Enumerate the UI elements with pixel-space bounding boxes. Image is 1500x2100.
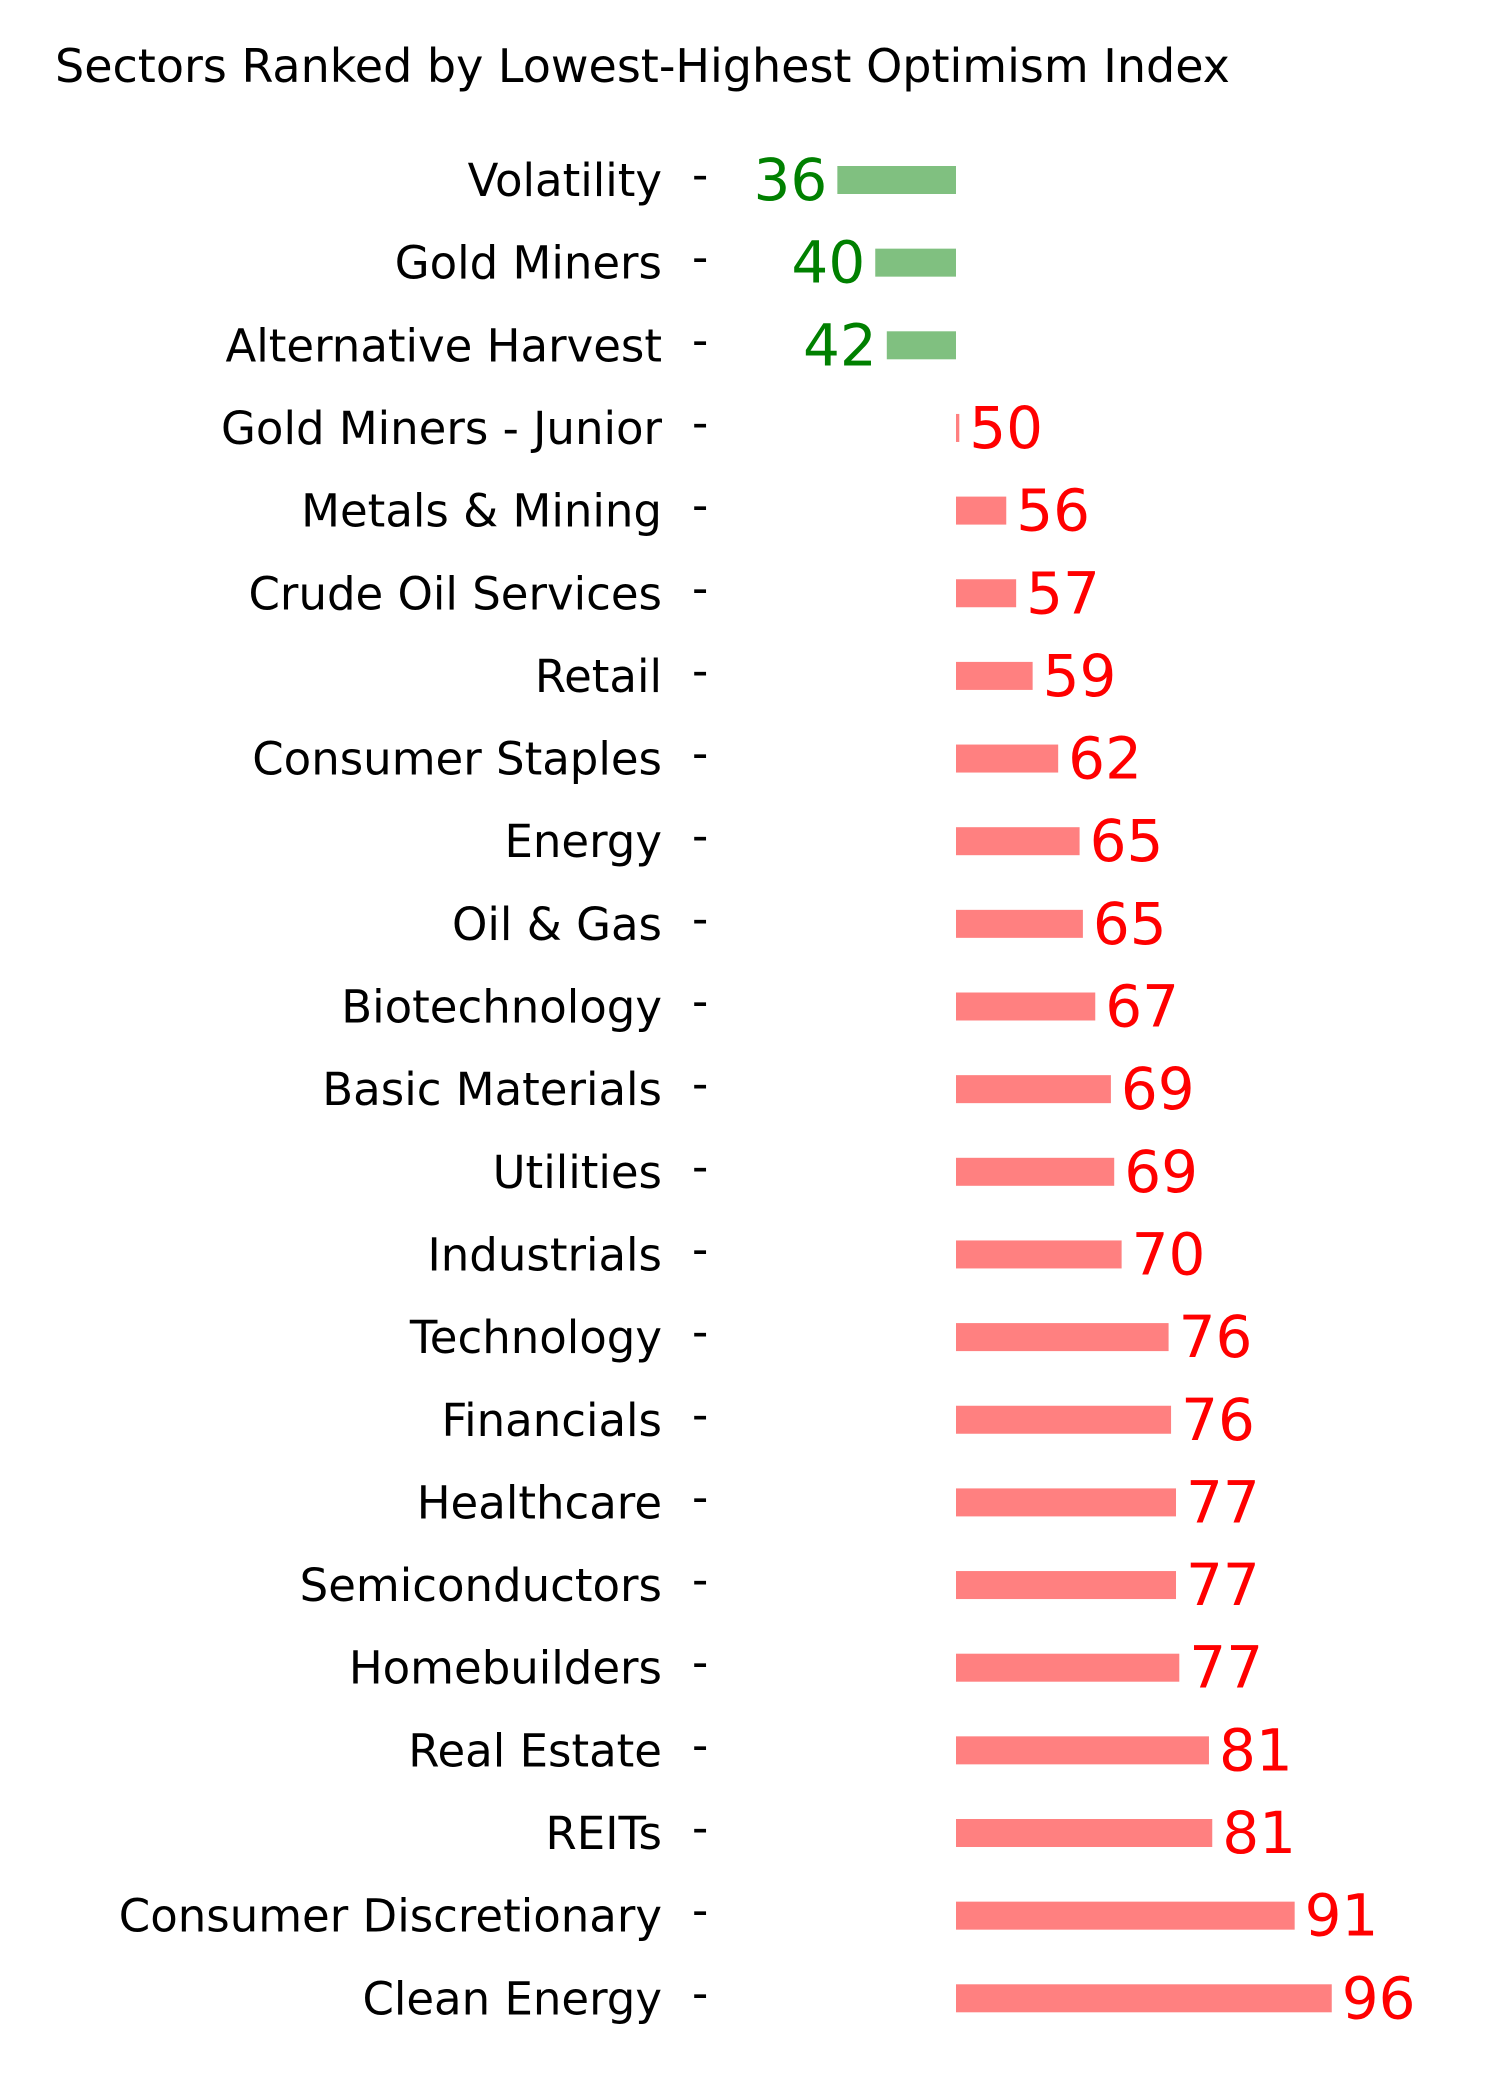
bar (956, 1984, 1332, 2013)
value-label: 76 (1179, 1303, 1253, 1371)
bar (956, 1653, 1180, 1682)
bar (956, 1488, 1177, 1517)
y-tick-mark: - (692, 313, 708, 366)
y-tick-mark: - (692, 1057, 708, 1110)
bar (956, 909, 1083, 938)
value-label: 81 (1219, 1716, 1293, 1784)
y-tick-mark: - (692, 1718, 708, 1771)
value-label: 36 (754, 146, 828, 214)
bar (956, 744, 1059, 773)
value-label: 67 (1105, 973, 1179, 1041)
value-label: 77 (1189, 1634, 1263, 1702)
y-tick-mark: - (692, 892, 708, 945)
category-label: Financials (442, 1394, 663, 1447)
category-label: Clean Energy (362, 1972, 662, 2025)
bar (956, 1405, 1172, 1434)
y-tick-mark: - (692, 1553, 708, 1606)
value-label: 62 (1068, 725, 1142, 793)
value-label: 50 (969, 394, 1043, 462)
y-tick-mark: - (692, 1884, 708, 1937)
y-tick-mark: - (692, 479, 708, 532)
value-label: 77 (1186, 1551, 1260, 1619)
y-tick-mark: - (692, 1388, 708, 1441)
category-label: Biotechnology (341, 981, 662, 1034)
bar (875, 248, 956, 277)
y-tick-mark: - (692, 1470, 708, 1523)
value-label: 59 (1043, 642, 1117, 710)
bar (956, 1819, 1213, 1847)
bar (956, 1736, 1209, 1765)
y-tick-mark: - (692, 1966, 708, 2019)
category-label: Consumer Discretionary (119, 1890, 662, 1943)
bar (956, 1571, 1177, 1600)
category-label: Consumer Staples (252, 733, 662, 786)
value-label: 70 (1132, 1220, 1206, 1288)
category-label: Healthcare (417, 1476, 662, 1529)
value-label: 40 (791, 229, 865, 297)
category-label: Homebuilders (349, 1642, 662, 1695)
category-label: Oil & Gas (452, 898, 662, 951)
value-label: 76 (1181, 1386, 1255, 1454)
bar (956, 1901, 1295, 1930)
bar (956, 579, 1017, 608)
y-tick-mark: - (692, 148, 708, 201)
bar (956, 661, 1033, 690)
bar (956, 413, 960, 442)
category-label: Volatility (468, 154, 662, 207)
y-tick-mark: - (692, 727, 708, 780)
y-tick-mark: - (692, 975, 708, 1028)
category-label: Technology (409, 1311, 662, 1364)
category-label: Energy (504, 815, 662, 868)
bar (956, 1075, 1111, 1104)
value-label: 69 (1124, 1138, 1198, 1206)
bar (956, 1240, 1122, 1269)
y-tick-mark: - (692, 1305, 708, 1358)
bar (886, 331, 956, 360)
y-tick-mark: - (692, 1140, 708, 1193)
y-tick-mark: - (692, 1801, 708, 1854)
category-label: Alternative Harvest (225, 319, 662, 372)
category-label: Retail (535, 650, 662, 703)
y-tick-mark: - (692, 396, 708, 449)
bar (956, 1157, 1115, 1186)
bar (837, 166, 956, 194)
value-label: 42 (803, 311, 877, 379)
category-label: Basic Materials (322, 1063, 662, 1116)
y-tick-mark: - (692, 644, 708, 697)
bar (956, 827, 1080, 856)
category-label: Crude Oil Services (249, 567, 662, 620)
y-tick-mark: - (692, 1636, 708, 1689)
value-label: 91 (1305, 1882, 1379, 1950)
value-label: 81 (1222, 1799, 1296, 1867)
value-label: 57 (1026, 559, 1100, 627)
category-label: Real Estate (408, 1724, 662, 1777)
y-tick-mark: - (692, 1222, 708, 1275)
category-label: Industrials (428, 1228, 663, 1281)
value-label: 96 (1342, 1964, 1416, 2032)
category-label: Gold Miners - Junior (221, 402, 662, 455)
category-label: Semiconductors (300, 1559, 662, 1612)
value-label: 65 (1090, 807, 1164, 875)
bar (956, 992, 1096, 1021)
value-label: 69 (1121, 1055, 1195, 1123)
category-label: Gold Miners (395, 237, 662, 290)
bar (956, 1323, 1169, 1352)
bar (956, 496, 1007, 525)
y-tick-mark: - (692, 231, 708, 284)
value-label: 65 (1093, 890, 1167, 958)
y-tick-mark: - (692, 561, 708, 614)
category-label: Metals & Mining (301, 485, 662, 538)
chart-title: Sectors Ranked by Lowest-Highest Optimis… (55, 39, 1230, 93)
value-label: 77 (1186, 1468, 1260, 1536)
category-label: Utilities (493, 1146, 662, 1199)
y-tick-mark: - (692, 809, 708, 862)
value-label: 56 (1016, 477, 1090, 545)
category-label: REITs (546, 1807, 662, 1860)
